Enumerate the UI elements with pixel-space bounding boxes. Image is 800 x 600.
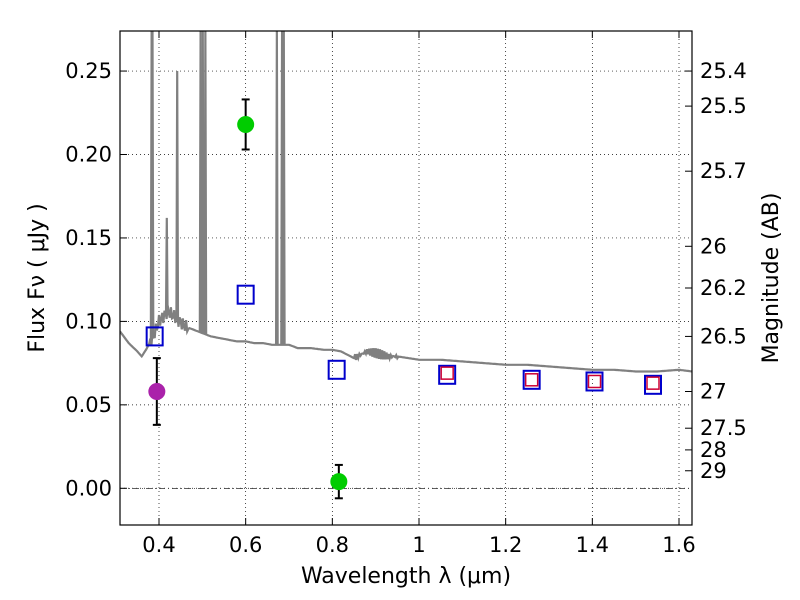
x-tick-label: 0.4 bbox=[142, 533, 175, 557]
x-tick-label: 0.6 bbox=[229, 533, 262, 557]
emission-line bbox=[281, 31, 286, 345]
emission-line bbox=[175, 71, 180, 319]
emission-line bbox=[164, 217, 169, 313]
mag-tick-label: 25.4 bbox=[700, 59, 747, 83]
data-point-square bbox=[438, 364, 457, 385]
emission-line bbox=[198, 31, 203, 333]
mag-tick-label: 29 bbox=[700, 459, 727, 483]
y-tick-label: 0.05 bbox=[65, 393, 112, 417]
y-tick-label: 0.00 bbox=[65, 476, 112, 500]
y-axis-label: Flux Fν ( μJy ) bbox=[25, 203, 50, 352]
grid bbox=[120, 31, 692, 525]
data-point-circle bbox=[148, 382, 166, 400]
data-point-square-small bbox=[646, 376, 660, 390]
plot-frame bbox=[119, 30, 693, 526]
spectrum-continuum bbox=[120, 305, 692, 373]
data-point-square bbox=[522, 369, 541, 390]
mag-tick-label: 27.5 bbox=[700, 416, 747, 440]
data-point-square-small bbox=[440, 366, 454, 380]
emission-line bbox=[274, 31, 279, 345]
mag-tick-label: 26.5 bbox=[700, 324, 747, 348]
data-point-circle bbox=[330, 473, 348, 491]
x-tick-label: 1.2 bbox=[489, 533, 522, 557]
x-tick-label: 1.6 bbox=[662, 533, 695, 557]
data-point-square bbox=[644, 374, 662, 395]
mag-tick-label: 27 bbox=[700, 379, 727, 403]
mag-tick-label: 26 bbox=[700, 234, 727, 258]
data-point-square bbox=[585, 371, 604, 392]
x-tick-label: 0.8 bbox=[316, 533, 349, 557]
y-tick-label: 0.25 bbox=[65, 59, 112, 83]
y-tick-label: 0.20 bbox=[65, 143, 112, 167]
emission-line bbox=[150, 31, 155, 338]
x-tick-label: 1.4 bbox=[576, 533, 609, 557]
mag-tick-label: 28 bbox=[700, 438, 727, 462]
data-point-square-small bbox=[587, 374, 602, 389]
mag-tick-label: 25.5 bbox=[700, 94, 747, 118]
data-point-square bbox=[145, 326, 164, 347]
data-point-square-small bbox=[524, 373, 539, 387]
y-tick-label: 0.15 bbox=[65, 226, 112, 250]
axis-ticks: 0.4 0.6 0.8 1 1.2 1.4 1.6 0.00 0.05 0.10 0.15 0.20 0… bbox=[65, 31, 747, 557]
y-tick-label: 0.10 bbox=[65, 309, 112, 333]
data-point-square bbox=[327, 359, 346, 380]
data-point-square bbox=[236, 284, 255, 305]
right-axis-label: Magnitude (AB) bbox=[759, 193, 784, 364]
x-axis-label: Wavelength λ (μm) bbox=[301, 564, 511, 589]
emission-line bbox=[200, 31, 205, 334]
mag-tick-label: 25.7 bbox=[700, 159, 747, 183]
model-spectrum bbox=[120, 31, 692, 373]
mag-tick-label: 26.2 bbox=[700, 276, 747, 300]
data-points bbox=[145, 98, 662, 500]
data-point-circle bbox=[237, 115, 255, 133]
x-tick-label: 1 bbox=[412, 533, 425, 557]
emission-line bbox=[203, 31, 208, 335]
